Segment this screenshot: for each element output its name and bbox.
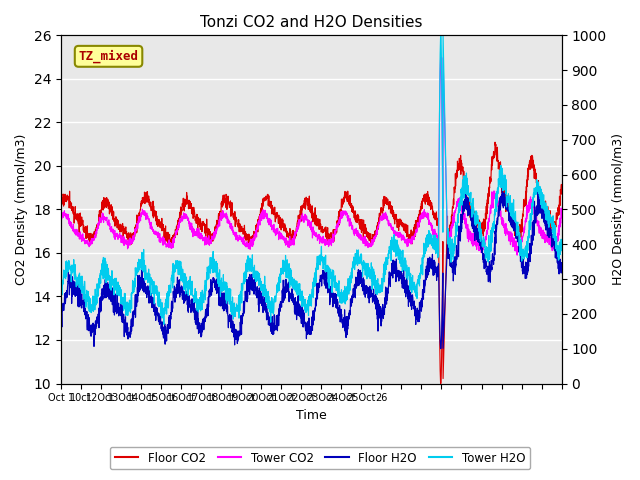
Floor CO2 [437,381,445,386]
Legend: Floor CO2, Tower CO2, Floor H2O, Tower H2O: Floor CO2, Tower CO2, Floor H2O, Tower H… [110,447,530,469]
Tower H2O [57,287,65,293]
Line: Tower H2O: Tower H2O [61,36,561,324]
Tower H2O [112,288,120,293]
Floor H2O [112,309,120,315]
Floor H2O [57,310,65,315]
Floor CO2 [491,139,499,145]
Tower H2O [557,240,565,246]
Floor H2O [126,333,134,338]
Tower CO2 [126,242,134,248]
Tower CO2 [437,54,445,60]
Tower CO2 [57,214,65,219]
Floor H2O [557,264,565,269]
Tower H2O [160,322,168,327]
Floor CO2 [57,204,65,210]
Floor CO2 [96,220,104,226]
Tower H2O [437,33,445,38]
Tower CO2 [481,237,489,242]
Tower CO2 [71,230,79,236]
Text: TZ_mixed: TZ_mixed [79,49,138,63]
Floor H2O [96,295,104,301]
Tower H2O [71,276,79,282]
Floor CO2 [481,226,489,232]
Title: Tonzi CO2 and H2O Densities: Tonzi CO2 and H2O Densities [200,15,422,30]
Line: Tower CO2: Tower CO2 [61,57,561,255]
Tower CO2 [557,215,565,220]
Floor CO2 [557,191,565,197]
Floor H2O [481,253,489,259]
Tower CO2 [513,252,521,258]
Floor CO2 [112,214,120,219]
Floor CO2 [284,234,292,240]
X-axis label: Time: Time [296,409,326,422]
Y-axis label: CO2 Density (mmol/m3): CO2 Density (mmol/m3) [15,134,28,285]
Floor H2O [284,285,292,290]
Tower CO2 [284,241,292,247]
Line: Floor CO2: Floor CO2 [61,142,561,384]
Floor H2O [437,346,445,351]
Tower CO2 [112,232,120,238]
Tower H2O [126,298,134,304]
Tower H2O [96,285,104,291]
Floor CO2 [71,210,79,216]
Line: Floor H2O: Floor H2O [61,187,561,348]
Tower CO2 [96,219,104,225]
Tower H2O [481,256,489,262]
Floor H2O [499,184,506,190]
Floor H2O [71,279,79,285]
Y-axis label: H2O Density (mmol/m3): H2O Density (mmol/m3) [612,133,625,286]
Tower H2O [285,264,292,270]
Floor CO2 [126,234,134,240]
